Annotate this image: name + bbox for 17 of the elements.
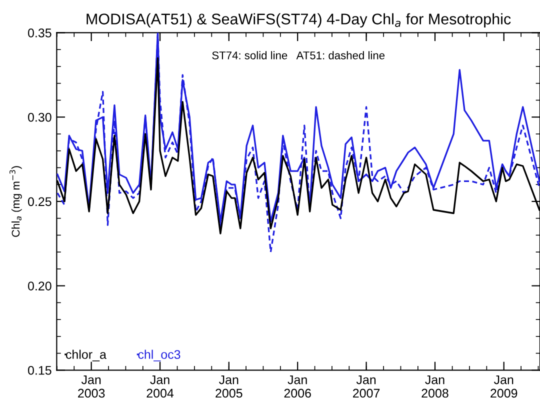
y-axis-title: Chl$_{a}$ (mg m$^{−3}$) [10,166,22,237]
legend-label: chlor_a [66,350,106,362]
y-tick-label: 0.20 [28,282,52,290]
x-tick-label: Jan 2007 [353,375,380,398]
legend-label: chl_oc3 [138,350,180,362]
annotation: ST74: solid line AT51: dashed line [212,51,385,60]
x-tick-label: Jan 2009 [490,375,518,398]
chart-title: MODISA(AT51) & SeaWiFS(ST74) 4-Day Chl$_{a}$ for Mesotrophic [86,13,511,28]
y-tick-label: 0.35 [28,28,52,38]
x-tick-label: Jan 2005 [216,375,242,398]
x-tick-label: Jan 2004 [146,375,174,398]
x-tick-label: Jan 2003 [78,375,105,398]
x-tick-label: Jan 2008 [422,375,448,398]
y-tick-label: 0.15 [28,366,52,375]
y-tick-label: 0.30 [28,112,52,122]
y-tick-label: 0.25 [28,197,52,206]
x-tick-label: Jan 2006 [284,375,311,398]
